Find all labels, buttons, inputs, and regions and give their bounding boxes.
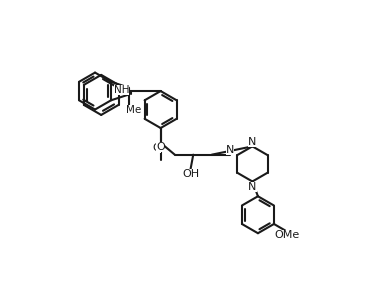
Text: Me: Me [126, 105, 142, 114]
Text: N: N [248, 137, 257, 147]
Text: OMe: OMe [274, 230, 299, 240]
Text: N: N [226, 145, 234, 155]
Text: O: O [152, 143, 161, 153]
Text: NH: NH [114, 85, 129, 95]
Text: OH: OH [182, 169, 199, 179]
Text: N: N [248, 182, 257, 192]
Text: O: O [156, 142, 165, 153]
